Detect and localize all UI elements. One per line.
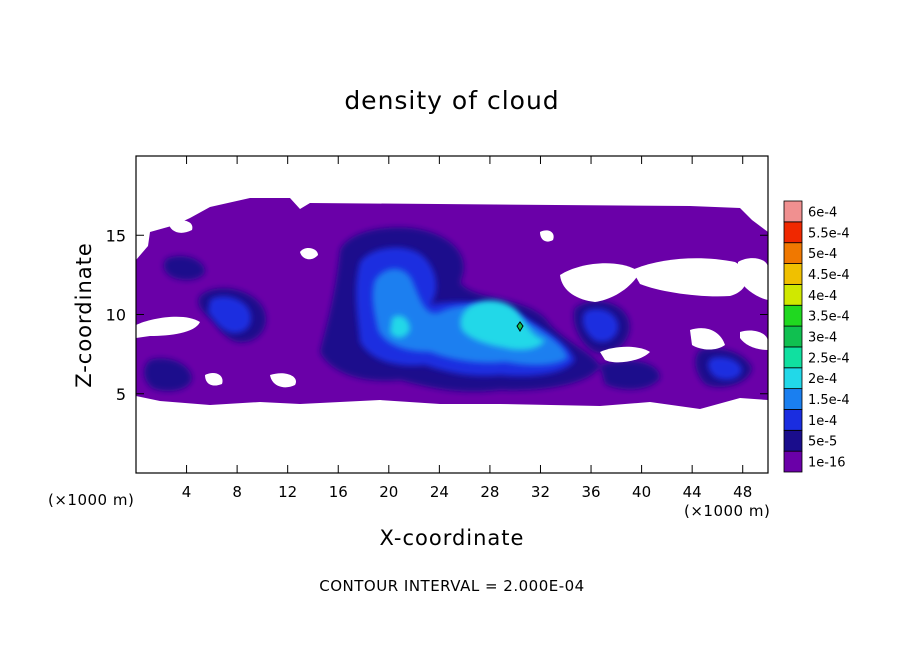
colorbar-swatch <box>783 388 803 410</box>
colorbar-label: 5e-5 <box>808 435 837 450</box>
x-tick-label: 28 <box>480 483 499 501</box>
x-axis-label: X-coordinate <box>379 526 525 550</box>
max-contour-marker <box>516 321 524 332</box>
colorbar-label: 4e-4 <box>808 289 837 304</box>
colorbar-swatch <box>783 221 803 244</box>
level-cyan-region <box>460 300 545 350</box>
y-axis-ticks: 5 10 15 <box>106 226 768 404</box>
colorbar-label: 5e-4 <box>808 247 837 262</box>
x-tick-label: 32 <box>531 483 550 501</box>
x-tick-label: 4 <box>182 483 192 501</box>
x-tick-label: 48 <box>733 483 752 501</box>
colorbar-label: 1.5e-4 <box>808 393 850 408</box>
z-unit-label: (×1000 m) <box>48 491 135 509</box>
colorbar-label: 6e-4 <box>808 205 837 220</box>
colorbar-label: 2e-4 <box>808 372 837 387</box>
colorbar-swatch <box>783 200 803 223</box>
level-dark-blue-region <box>163 255 205 281</box>
y-tick-label: 10 <box>106 306 126 325</box>
y-tick-label: 5 <box>116 385 126 404</box>
colorbar-swatch <box>783 450 803 473</box>
x-axis-ticks: 4 8 12 16 20 24 28 32 36 40 44 48 <box>182 156 752 501</box>
x-tick-label: 16 <box>329 483 348 501</box>
x-tick-label: 40 <box>632 483 651 501</box>
x-tick-label: 36 <box>581 483 600 501</box>
level-blue-region <box>208 296 251 334</box>
colorbar-swatch <box>783 367 803 390</box>
y-tick-label: 15 <box>106 226 126 245</box>
colorbar-label: 3e-4 <box>808 331 837 346</box>
colorbar-swatch <box>783 304 803 327</box>
level-dark-blue-region <box>600 360 660 390</box>
x-tick-label: 12 <box>278 483 297 501</box>
density-field <box>136 198 768 409</box>
x-unit-label: (×1000 m) <box>684 502 771 520</box>
colorbar-label: 2.5e-4 <box>808 351 850 366</box>
colorbar-swatch <box>783 263 803 285</box>
colorbar-swatch <box>783 346 803 369</box>
level-cyan-region <box>390 315 410 338</box>
colorbar-swatch <box>783 409 803 431</box>
colorbar-swatch <box>783 429 803 452</box>
colorbar-label: 3.5e-4 <box>808 310 850 325</box>
colorbar-label: 1e-4 <box>808 414 837 429</box>
level-blue-region <box>582 308 619 343</box>
x-tick-label: 20 <box>379 483 398 501</box>
level-blue-region <box>708 357 742 380</box>
colorbar-label: 4.5e-4 <box>808 268 850 283</box>
colorbar-swatch <box>783 325 803 348</box>
cloud-free-gaps <box>136 220 768 388</box>
colorbar-swatch <box>783 242 803 264</box>
colorbar: 1e-16 5e-5 1e-4 1.5e-4 2e-4 2.5e-4 3e-4 3.5e-4 4… <box>783 200 850 473</box>
x-tick-label: 8 <box>232 483 242 501</box>
colorbar-swatch <box>783 283 803 306</box>
colorbar-label: 1e-16 <box>808 456 846 471</box>
level-dark-blue-region <box>144 358 192 392</box>
colorbar-label: 5.5e-4 <box>808 226 850 241</box>
x-tick-label: 44 <box>683 483 702 501</box>
contour-interval-note: CONTOUR INTERVAL = 2.000E-04 <box>319 577 585 595</box>
chart-title: density of cloud <box>344 86 560 115</box>
x-tick-label: 24 <box>430 483 449 501</box>
